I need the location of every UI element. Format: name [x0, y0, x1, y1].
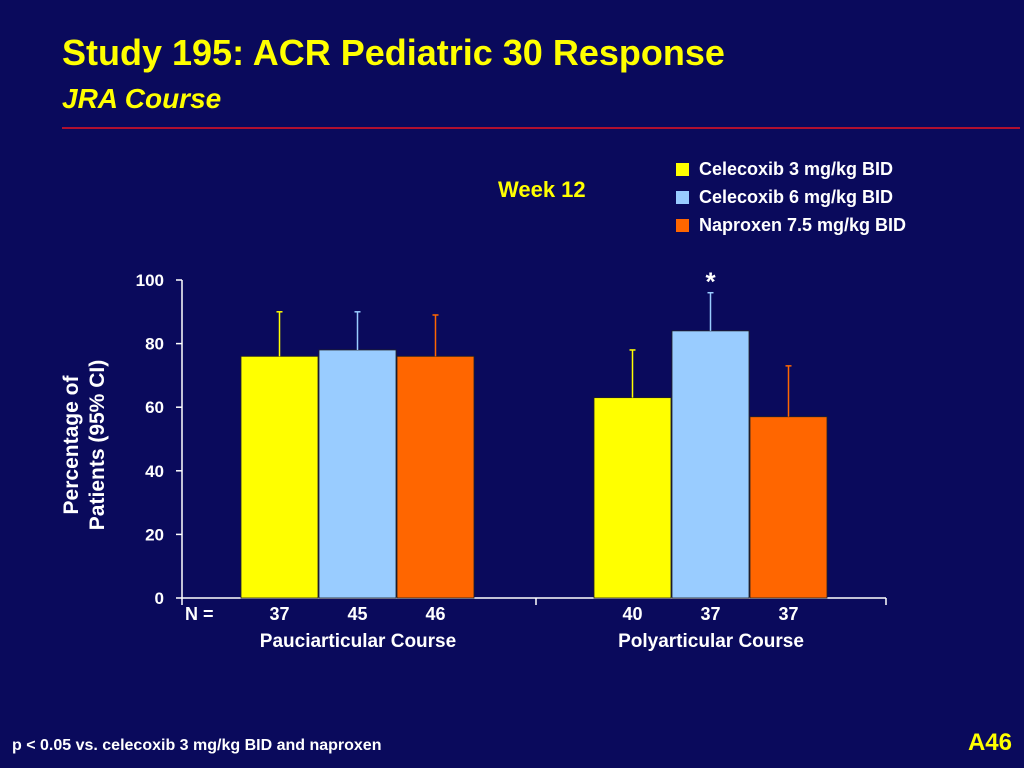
- slide-number: A46: [967, 729, 1012, 756]
- slide-subtitle: JRA Course: [62, 83, 222, 114]
- n-value: 40: [622, 604, 642, 624]
- bar: [396, 355, 475, 599]
- n-value: 37: [700, 604, 720, 624]
- bar: [593, 397, 672, 599]
- y-tick-label: 40: [145, 462, 164, 481]
- n-value: 37: [269, 604, 289, 624]
- legend-item: Celecoxib 3 mg/kg BID: [676, 155, 906, 183]
- group-label: Polyarticular Course: [618, 631, 804, 652]
- y-tick-label: 100: [136, 271, 164, 290]
- n-value: 45: [347, 604, 367, 624]
- legend-swatch: [676, 190, 689, 204]
- title-divider: [62, 127, 1020, 129]
- bar: [240, 355, 319, 599]
- n-value: 46: [425, 604, 445, 624]
- n-label: N =: [185, 604, 214, 624]
- legend-label: Celecoxib 6 mg/kg BID: [699, 186, 894, 207]
- y-tick-label: 80: [145, 335, 164, 354]
- bar: [671, 330, 750, 599]
- legend-item: Naproxen 7.5 mg/kg BID: [676, 211, 906, 239]
- significance-marker: *: [705, 267, 716, 297]
- y-axis-label: Percentage of Patients (95% CI): [30, 300, 140, 590]
- legend-swatch: [676, 218, 689, 232]
- slide-title: Study 195: ACR Pediatric 30 Response: [62, 32, 725, 73]
- legend-label: Naproxen 7.5 mg/kg BID: [699, 214, 907, 235]
- y-tick-label: 20: [145, 525, 164, 544]
- legend-label: Celecoxib 3 mg/kg BID: [699, 158, 894, 179]
- legend-item: Celecoxib 6 mg/kg BID: [676, 183, 906, 211]
- n-value: 37: [778, 604, 798, 624]
- y-tick-label: 60: [145, 398, 164, 417]
- bar: [749, 416, 828, 599]
- y-axis-label-line2: Patients (95% CI): [86, 359, 109, 531]
- y-tick-label: 0: [155, 589, 164, 608]
- bar: [318, 349, 397, 599]
- legend-swatch: [676, 162, 689, 176]
- week-label: Week 12: [498, 177, 586, 202]
- group-label: Pauciarticular Course: [260, 631, 456, 652]
- footnote: p < 0.05 vs. celecoxib 3 mg/kg BID and n…: [12, 737, 382, 754]
- y-axis-label-line1: Percentage of: [60, 375, 83, 515]
- chart-legend: Celecoxib 3 mg/kg BID Celecoxib 6 mg/kg …: [676, 155, 906, 239]
